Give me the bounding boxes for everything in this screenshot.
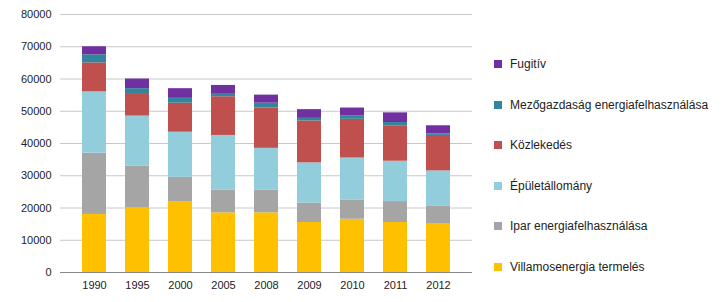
svg-text:2005: 2005 bbox=[211, 279, 235, 291]
svg-text:2012: 2012 bbox=[426, 279, 450, 291]
svg-text:10000: 10000 bbox=[21, 234, 52, 246]
svg-text:70000: 70000 bbox=[21, 40, 52, 52]
svg-text:40000: 40000 bbox=[21, 137, 52, 149]
svg-text:2011: 2011 bbox=[384, 279, 408, 291]
html-text:Közlekedés: Közlekedés bbox=[510, 138, 572, 153]
html-text:Villamosenergia termelés: Villamosenergia termelés bbox=[510, 259, 645, 274]
svg-text:0: 0 bbox=[45, 266, 51, 278]
html-text:Mezőgazdaság energiafelhasznál: Mezőgazdaság energiafelhasználása bbox=[510, 97, 709, 112]
html-text:Épületállomány: Épületállomány bbox=[510, 178, 593, 193]
svg-text:30000: 30000 bbox=[21, 169, 52, 181]
svg-text:60000: 60000 bbox=[21, 73, 52, 85]
svg-text:50000: 50000 bbox=[21, 105, 52, 117]
svg-text:2010: 2010 bbox=[340, 279, 364, 291]
html-text:Ipar energiafelhasználása: Ipar energiafelhasználása bbox=[510, 219, 648, 234]
svg-text:20000: 20000 bbox=[21, 202, 52, 214]
svg-text:2000: 2000 bbox=[168, 279, 192, 291]
svg-text:2008: 2008 bbox=[254, 279, 278, 291]
html-text:Fugitív: Fugitív bbox=[510, 57, 546, 72]
svg-text:2009: 2009 bbox=[297, 279, 321, 291]
svg-text:80000: 80000 bbox=[21, 8, 52, 20]
svg-text:1995: 1995 bbox=[125, 279, 149, 291]
svg-text:1990: 1990 bbox=[82, 279, 106, 291]
